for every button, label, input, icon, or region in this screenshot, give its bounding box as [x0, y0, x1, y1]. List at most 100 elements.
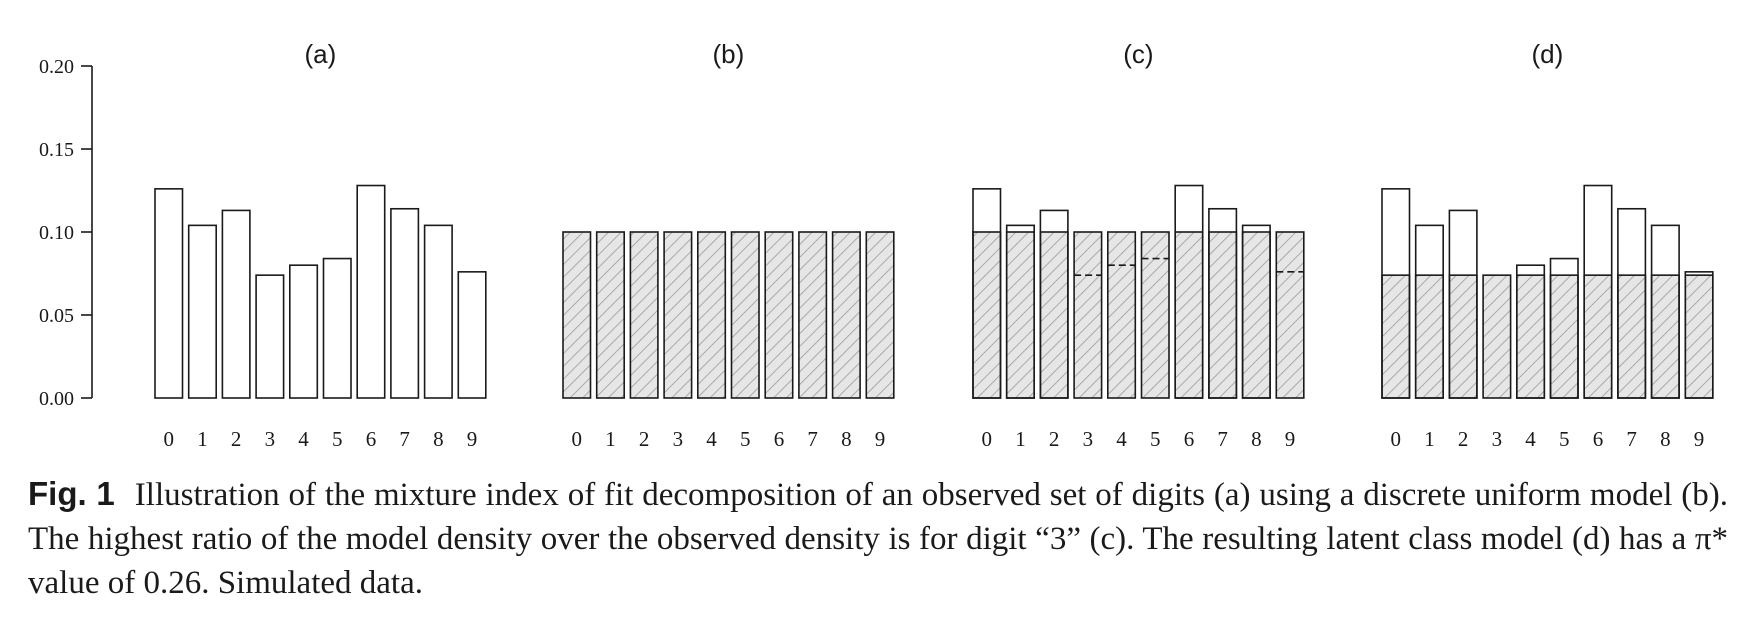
y-tick-label: 0.20: [39, 56, 74, 78]
x-tick-label: 8: [1251, 427, 1262, 451]
x-tick-label: 6: [774, 427, 785, 451]
x-tick-label: 6: [1593, 427, 1604, 451]
x-tick-label: 5: [1150, 427, 1161, 451]
bar-observed-3: [255, 274, 285, 399]
bar-observed-1: [1414, 224, 1444, 399]
panel-a: (a) 0 1 2 3 4 5 6 7 8 9: [154, 39, 487, 451]
bar-observed-5: [322, 257, 352, 399]
bar-model-3: [1482, 274, 1512, 399]
x-tick-label: 5: [740, 427, 751, 451]
chart-panels: (a)0 1 2 3 4 5 6 7 8 9(b)0 1 2 3 4 5 6 7 8 9(c)0 1 2 3 4 5 6 7 8 9(…: [154, 39, 1714, 451]
panel-title: (b): [713, 39, 745, 69]
bar-observed-1: [1005, 224, 1036, 399]
x-tick-label: 2: [639, 427, 650, 451]
bar-observed-8: [423, 224, 453, 399]
x-tick-label: 9: [467, 427, 478, 451]
bar-model-8: [831, 231, 861, 399]
bar-model-1: [1414, 274, 1444, 399]
bar-observed-6: [1583, 184, 1613, 399]
x-tick-label: 0: [164, 427, 175, 451]
x-tick-label: 0: [572, 427, 583, 451]
bar-model-7: [798, 231, 828, 399]
x-tick-label: 4: [1116, 427, 1127, 451]
x-tick-label: 7: [1626, 427, 1637, 451]
bar-model-1: [1005, 231, 1036, 399]
x-tick-label: 7: [1217, 427, 1228, 451]
bar-observed-9: [457, 271, 487, 399]
bar-model-3: [663, 231, 693, 399]
bar-model-5: [1140, 231, 1170, 399]
bar-observed-6: [356, 184, 386, 399]
bar-model-5: [1549, 274, 1579, 399]
y-tick-label: 0.15: [39, 139, 74, 161]
panel-c: (c) 0 1 2 3 4 5 6 7 8 9: [972, 39, 1305, 451]
bar-model-5: [730, 231, 760, 399]
x-tick-label: 1: [1015, 427, 1026, 451]
bar-model-6: [764, 231, 794, 399]
bar-observed-0: [154, 188, 184, 399]
bar-observed-8: [1241, 224, 1271, 399]
panel-b: (b) 0 1 2 3 4 5 6 7 8 9: [562, 39, 895, 451]
bar-observed-2: [221, 209, 251, 399]
bar-model-8: [1650, 274, 1680, 399]
panel-title: (c): [1123, 39, 1153, 69]
bar-observed-0: [1381, 188, 1411, 399]
y-tick-label: 0.10: [39, 222, 74, 244]
x-tick-label: 2: [1049, 427, 1060, 451]
bar-model-6: [1583, 274, 1613, 399]
bar-model-4: [696, 231, 727, 399]
x-tick-label: 8: [841, 427, 852, 451]
x-tick-label: 2: [231, 427, 242, 451]
figure-caption: Fig. 1 Illustration of the mixture index …: [28, 472, 1728, 605]
bar-observed-6: [1174, 184, 1204, 399]
x-tick-label: 4: [1525, 427, 1536, 451]
bar-model-9: [1275, 231, 1305, 399]
x-tick-label: 1: [605, 427, 616, 451]
bar-model-3: [1073, 231, 1103, 399]
x-tick-label: 9: [1285, 427, 1296, 451]
bar-model-2: [1448, 274, 1478, 399]
bar-observed-7: [390, 207, 420, 399]
bar-observed-4: [288, 264, 319, 399]
x-tick-label: 1: [1424, 427, 1435, 451]
bar-model-7: [1617, 274, 1647, 399]
bar-observed-2: [1448, 209, 1478, 399]
panel-title: (d): [1532, 39, 1564, 69]
x-tick-label: 4: [298, 427, 309, 451]
x-tick-label: 8: [1660, 427, 1671, 451]
bar-model-2: [1039, 231, 1069, 399]
x-tick-label: 7: [399, 427, 410, 451]
x-tick-label: 8: [433, 427, 444, 451]
x-tick-label: 5: [1559, 427, 1570, 451]
bar-model-9: [1684, 274, 1714, 399]
bar-observed-4: [1516, 264, 1546, 399]
x-tick-label: 3: [673, 427, 684, 451]
bar-model-4: [1516, 274, 1546, 399]
y-tick-label: 0.05: [39, 305, 74, 327]
bar-model-8: [1241, 231, 1271, 399]
bar-observed-5: [1549, 257, 1579, 399]
x-tick-label: 5: [332, 427, 343, 451]
bar-observed-9: [1684, 271, 1714, 399]
x-tick-label: 7: [807, 427, 818, 451]
bar-model-2: [629, 231, 659, 399]
y-tick-label: 0.00: [39, 388, 74, 410]
figure-label: Fig. 1: [28, 475, 115, 512]
bar-observed-8: [1650, 224, 1680, 399]
x-tick-label: 1: [197, 427, 208, 451]
figure-1-chart: 0.000.050.100.150.20 (a)0 1 2 3 4 5 6 7 8 9(b)0 1 2…: [39, 39, 1714, 451]
bar-model-1: [595, 231, 626, 399]
panel-d: (d) 0 1 2 3 4 5 6 7 8 9: [1381, 39, 1714, 451]
x-tick-label: 9: [1694, 427, 1705, 451]
bar-model-4: [1107, 231, 1137, 399]
bar-model-0: [972, 231, 1002, 399]
x-tick-label: 9: [875, 427, 886, 451]
x-tick-label: 3: [1492, 427, 1503, 451]
bar-model-0: [562, 231, 592, 399]
x-tick-label: 2: [1458, 427, 1469, 451]
x-tick-label: 0: [982, 427, 993, 451]
bar-model-6: [1174, 231, 1204, 399]
bar-observed-2: [1039, 209, 1069, 399]
caption-text: Illustration of the mixture index of fit…: [28, 477, 1728, 601]
x-tick-label: 6: [1184, 427, 1195, 451]
